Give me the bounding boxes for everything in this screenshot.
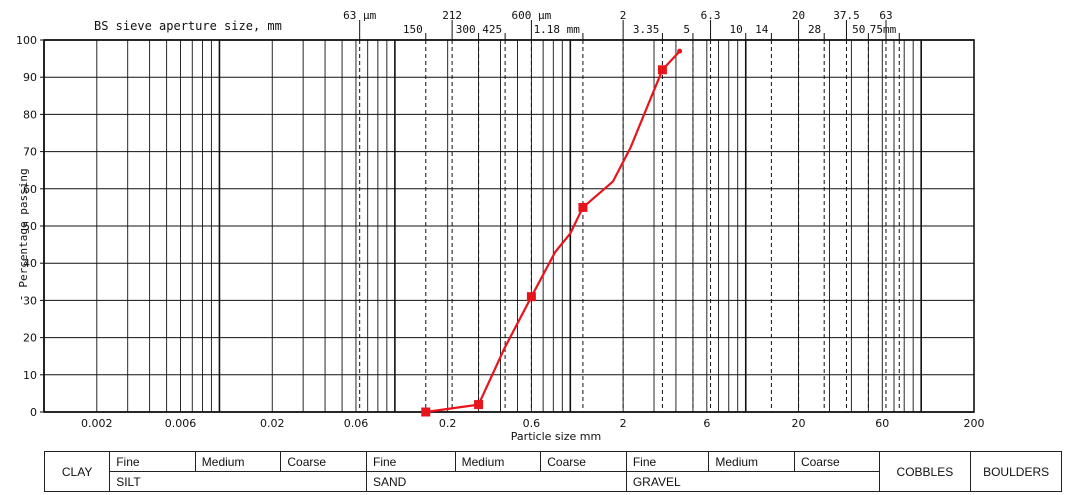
- sieve-lines: [359, 20, 900, 412]
- sieve-label: 2: [620, 9, 627, 22]
- x-tick-label: 0.6: [523, 417, 541, 430]
- sand-fine-cell: Fine: [365, 451, 456, 472]
- y-tick-label: 60: [23, 183, 37, 196]
- soil-table-row: SILT SAND GRAVEL: [45, 471, 1062, 492]
- y-axis-label: Percentage passing: [17, 168, 30, 287]
- x-tick-label: 0.2: [439, 417, 457, 430]
- sieve-label: 14: [755, 23, 769, 36]
- sieve-label: 63 µm: [343, 9, 376, 22]
- x-tick-label: 60: [875, 417, 889, 430]
- soil-classification-table: CLAY Fine Medium Coarse Fine Medium Coar…: [43, 451, 1062, 492]
- sieve-label: 28: [808, 23, 821, 36]
- silt-medium-cell: Medium: [194, 451, 282, 472]
- y-tick-label: 0: [30, 406, 37, 419]
- silt-cell: SILT: [109, 471, 367, 492]
- x-tick-label: 200: [964, 417, 985, 430]
- data-point: [421, 407, 431, 417]
- grading-chart: BS sieve aperture size, mm 01020'3040506…: [16, 9, 985, 443]
- data-point: [677, 48, 683, 54]
- x-tick-label: 6: [703, 417, 710, 430]
- y-tick-label: 50: [23, 220, 37, 233]
- silt-coarse-cell: Coarse: [280, 451, 367, 472]
- y-tick-label: 100: [16, 34, 37, 47]
- sieve-label: 6.3: [701, 9, 721, 22]
- sand-coarse-cell: Coarse: [540, 451, 627, 472]
- data-point: [474, 400, 484, 410]
- sieve-label: 212: [442, 9, 462, 22]
- data-point: [578, 202, 588, 212]
- x-tick-label: 0.02: [260, 417, 285, 430]
- sieve-label: 150: [403, 23, 423, 36]
- chart-grid: [40, 39, 975, 413]
- sieve-label: 425: [482, 23, 502, 36]
- clay-cell: CLAY: [43, 451, 111, 492]
- data-point: [526, 292, 536, 302]
- x-tick-label: 0.002: [81, 417, 113, 430]
- x-tick-label: 2: [620, 417, 627, 430]
- series-line: [425, 50, 681, 414]
- sand-cell: SAND: [365, 471, 627, 492]
- plot-frame: [43, 39, 975, 413]
- x-tick-label: 20: [792, 417, 806, 430]
- grading-curve: [421, 48, 683, 417]
- sieve-label: 1.18 mm: [534, 23, 581, 36]
- y-tick-label: 80: [23, 108, 37, 121]
- sieve-label: 75mm: [870, 23, 897, 36]
- data-point: [657, 65, 667, 75]
- y-tick-label: 10: [23, 369, 37, 382]
- y-tick-labels: 0 10 20 '30 40 50 60 70 80 90 100: [16, 34, 37, 419]
- sieve-axis-title: BS sieve aperture size, mm: [94, 19, 282, 33]
- gravel-coarse-cell: Coarse: [793, 451, 880, 472]
- x-axis-label: Particle size mm: [511, 430, 601, 443]
- x-tick-labels: 0.002 0.006 0.02 0.06 0.2 0.6 2 6 20 60 200: [81, 417, 984, 430]
- sieve-label: 20: [792, 9, 805, 22]
- sieve-label: 50: [852, 23, 865, 36]
- y-tick-label: 20: [23, 332, 37, 345]
- y-tick-label: 40: [23, 257, 37, 270]
- sieve-label: 3.35: [633, 23, 660, 36]
- sieve-label: 63: [879, 9, 892, 22]
- sand-medium-cell: Medium: [454, 451, 542, 472]
- soil-table-row: CLAY Fine Medium Coarse Fine Medium Coar…: [43, 451, 1062, 492]
- gravel-fine-cell: Fine: [625, 451, 710, 472]
- silt-fine-cell: Fine: [109, 451, 196, 472]
- boulders-cell: BOULDERS: [970, 451, 1062, 492]
- gravel-medium-cell: Medium: [708, 451, 795, 472]
- sieve-label: 37.5: [833, 9, 860, 22]
- sieve-label: 300: [456, 23, 476, 36]
- cobbles-cell: COBBLES: [878, 451, 972, 492]
- gravel-cell: GRAVEL: [625, 471, 880, 492]
- x-tick-label: 0.06: [344, 417, 369, 430]
- sieve-label: 600 µm: [512, 9, 552, 22]
- y-tick-label: 90: [23, 71, 37, 84]
- y-tick-label: 70: [23, 146, 37, 159]
- sieve-label: 5: [683, 23, 690, 36]
- y-tick-label: '30: [20, 294, 37, 307]
- sieve-label: 10: [730, 23, 743, 36]
- x-tick-label: 0.006: [165, 417, 197, 430]
